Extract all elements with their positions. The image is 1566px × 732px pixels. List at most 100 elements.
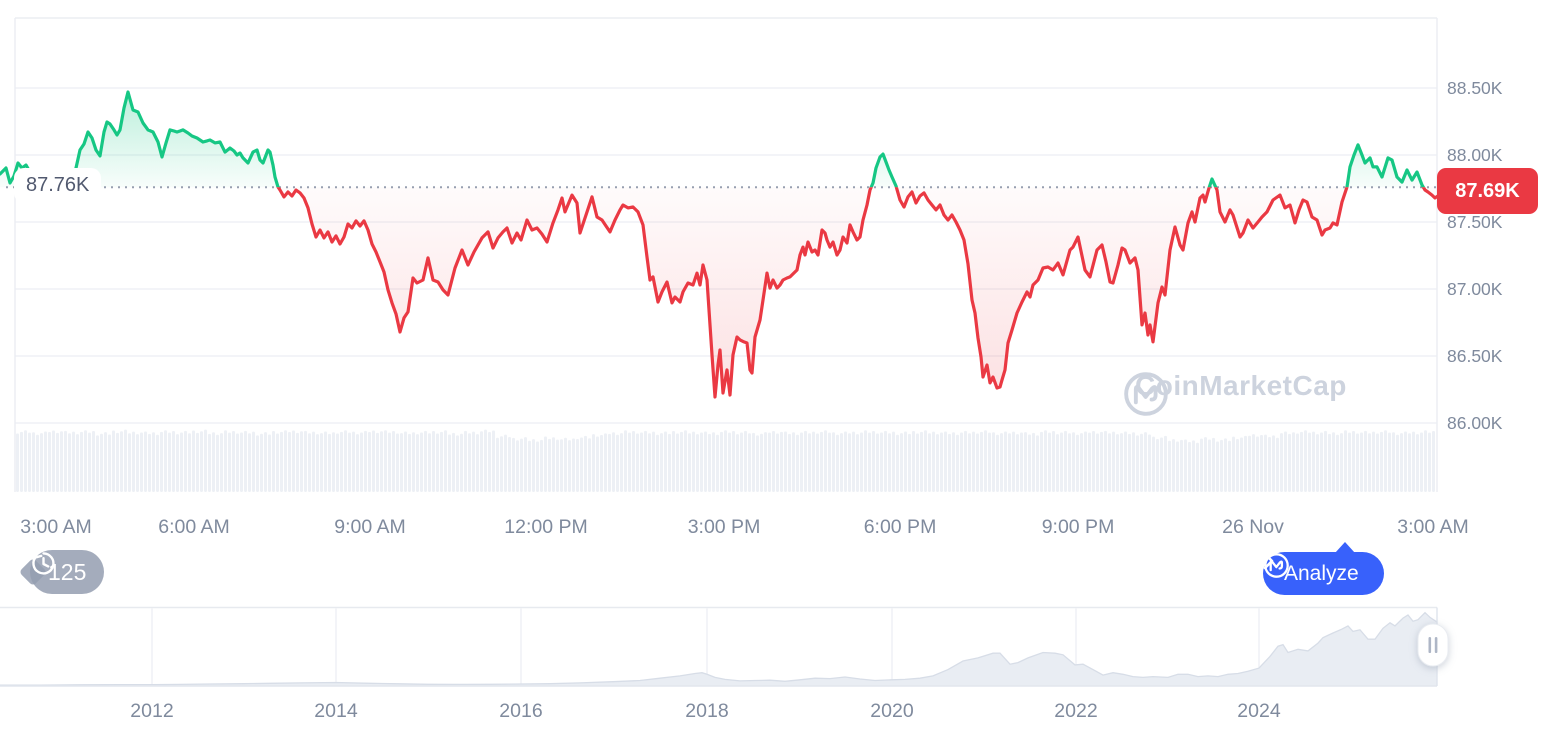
y-axis-label: 86.50K [1447, 346, 1503, 366]
volume-bar [768, 432, 771, 492]
range-slider-handle[interactable] [1417, 623, 1449, 667]
navigator-year-labels: 2012 2014 2016 2018 2020 2022 2024 [130, 700, 1281, 722]
volume-bar [1084, 431, 1087, 492]
volume-bar [60, 431, 63, 492]
volume-bar [556, 439, 559, 492]
volume-bar [36, 434, 39, 492]
volume-bar [648, 433, 651, 492]
history-count-badge[interactable]: 125 [30, 550, 105, 594]
volume-bar [88, 432, 91, 492]
volume-bar [852, 431, 855, 492]
y-axis-labels: 88.50K 88.00K 87.50K 87.00K 86.50K 86.00K [1447, 78, 1503, 433]
navigator-year-label: 2022 [1054, 700, 1097, 722]
volume-bar [256, 435, 259, 492]
volume-bar [508, 437, 511, 492]
volume-bar [432, 431, 435, 492]
volume-bar [876, 433, 879, 492]
volume-bar [1352, 431, 1355, 492]
volume-bar [744, 430, 747, 492]
volume-bar [940, 432, 943, 492]
volume-bar [400, 433, 403, 492]
volume-bar [456, 435, 459, 492]
volume-bar [1240, 437, 1243, 492]
volume-bar [376, 432, 379, 492]
volume-bar [76, 434, 79, 492]
volume-bar [1064, 430, 1067, 492]
volume-bar [624, 430, 627, 492]
price-chart[interactable]: 88.50K 88.00K 87.50K 87.00K 86.50K 86.00K 3:0… [0, 0, 1566, 600]
volume-bar [1040, 431, 1043, 492]
area-above-baseline [0, 92, 1424, 188]
volume-bar [892, 431, 895, 492]
volume-bar [1432, 431, 1435, 492]
volume-bar [180, 432, 183, 492]
volume-bar [1008, 433, 1011, 492]
volume-bar [592, 434, 595, 492]
volume-bar [140, 432, 143, 492]
volume-bar [248, 433, 251, 492]
volume-bar [832, 432, 835, 492]
volume-bar [320, 433, 323, 492]
volume-bar [1200, 438, 1203, 492]
volume-bar [196, 432, 199, 492]
volume-bar [1020, 432, 1023, 492]
range-navigator[interactable]: 2012 2014 2016 2018 2020 2022 2024 [0, 600, 1566, 732]
volume-bar [1012, 431, 1015, 492]
volume-bar [108, 434, 111, 492]
y-axis-label: 88.50K [1447, 78, 1503, 98]
volume-bar [336, 433, 339, 492]
volume-bar [984, 430, 987, 492]
volume-bar [436, 433, 439, 492]
volume-bar [732, 431, 735, 492]
navigator-outline [0, 611, 1438, 686]
volume-bar [44, 431, 47, 492]
volume-bar [312, 431, 315, 492]
volume-bar [116, 432, 119, 492]
volume-bar [48, 432, 51, 492]
volume-bar [1312, 431, 1315, 492]
volume-bar [788, 433, 791, 492]
volume-bar [52, 430, 55, 492]
volume-bar [756, 435, 759, 492]
volume-bar [560, 439, 563, 492]
volume-bar [632, 431, 635, 492]
volume-bar [1360, 432, 1363, 492]
volume-bar [268, 434, 271, 492]
volume-bar [372, 430, 375, 492]
volume-bar [700, 432, 703, 492]
volume-bar [1416, 434, 1419, 492]
x-axis-label: 3:00 AM [20, 516, 92, 538]
analyze-button[interactable]: Analyze [1263, 542, 1384, 595]
volume-bar [712, 432, 715, 492]
volume-bar [776, 433, 779, 492]
volume-bar [972, 431, 975, 492]
volume-bar [1212, 437, 1215, 492]
x-axis-labels: 3:00 AM 6:00 AM 9:00 AM 12:00 PM 3:00 PM 6:00… [20, 516, 1469, 538]
volume-bar [916, 433, 919, 492]
volume-bar [1188, 441, 1191, 492]
volume-bar [1384, 430, 1387, 492]
volume-bar [1332, 432, 1335, 492]
volume-bar [804, 430, 807, 492]
volume-bar [1144, 432, 1147, 492]
area-below-baseline [0, 187, 1437, 397]
volume-bar [552, 437, 555, 492]
volume-bar [16, 433, 19, 492]
volume-bar [396, 433, 399, 492]
volume-bar [616, 434, 619, 492]
volume-bar [612, 432, 615, 492]
volume-bar [500, 436, 503, 492]
volume-bar [64, 430, 67, 492]
volume-bar [736, 434, 739, 492]
volume-bar [1308, 432, 1311, 492]
volume-bar [1136, 435, 1139, 492]
x-axis-label: 3:00 PM [688, 516, 761, 538]
volume-bar [260, 433, 263, 492]
volume-bar [152, 432, 155, 492]
volume-bar [464, 430, 467, 492]
volume-bar [272, 431, 275, 492]
volume-bar [228, 432, 231, 492]
volume-bar [292, 430, 295, 492]
volume-bar [56, 432, 59, 492]
x-axis-label: 6:00 AM [158, 516, 230, 538]
